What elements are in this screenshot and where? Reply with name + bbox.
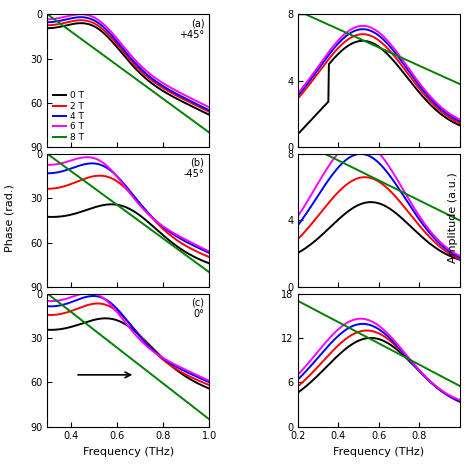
2 T — [191, 102, 197, 108]
8 T — [191, 118, 197, 124]
6 T — [182, 92, 187, 98]
6 T — [78, 11, 83, 17]
0 T — [191, 105, 197, 110]
Text: (c)
0°: (c) 0° — [191, 298, 204, 319]
8 T — [141, 82, 146, 88]
2 T — [182, 97, 187, 102]
2 T — [45, 22, 51, 28]
6 T — [191, 97, 197, 103]
8 T — [140, 82, 146, 87]
0 T — [206, 112, 212, 118]
4 T — [144, 72, 150, 77]
0 T — [45, 26, 50, 31]
4 T — [141, 69, 147, 75]
2 T — [141, 71, 147, 77]
4 T — [45, 19, 51, 25]
Line: 4 T: 4 T — [47, 17, 209, 110]
Line: 6 T: 6 T — [47, 14, 209, 107]
Text: (b)
-45°: (b) -45° — [183, 158, 204, 180]
4 T — [206, 108, 212, 113]
0 T — [141, 74, 147, 80]
Text: Phase (rad.): Phase (rad.) — [4, 184, 15, 252]
2 T — [141, 71, 146, 76]
0 T — [144, 77, 150, 82]
X-axis label: Frequency (THz): Frequency (THz) — [333, 447, 425, 457]
6 T — [144, 69, 150, 74]
Legend: 0 T, 2 T, 4 T, 6 T, 8 T: 0 T, 2 T, 4 T, 6 T, 8 T — [52, 91, 85, 143]
6 T — [45, 17, 51, 22]
0 T — [182, 100, 187, 105]
4 T — [141, 69, 146, 74]
6 T — [206, 104, 212, 110]
8 T — [45, 11, 50, 17]
6 T — [45, 17, 50, 22]
X-axis label: Frequency (THz): Frequency (THz) — [82, 447, 174, 457]
4 T — [191, 100, 197, 106]
2 T — [206, 109, 212, 115]
8 T — [181, 111, 187, 117]
4 T — [182, 95, 187, 100]
Line: 0 T: 0 T — [47, 23, 209, 115]
2 T — [144, 73, 150, 79]
8 T — [45, 12, 51, 18]
Text: (a)
+45°: (a) +45° — [179, 18, 204, 40]
2 T — [78, 18, 84, 23]
0 T — [141, 74, 146, 80]
Line: 2 T: 2 T — [47, 20, 209, 112]
8 T — [206, 129, 212, 135]
4 T — [78, 14, 84, 20]
6 T — [141, 66, 146, 72]
0 T — [78, 20, 84, 26]
2 T — [45, 22, 50, 28]
Line: 8 T: 8 T — [47, 14, 209, 132]
8 T — [144, 84, 149, 90]
Text: Amplitude (a.u.): Amplitude (a.u.) — [447, 173, 458, 264]
4 T — [45, 19, 50, 25]
0 T — [45, 26, 51, 31]
6 T — [141, 66, 147, 72]
